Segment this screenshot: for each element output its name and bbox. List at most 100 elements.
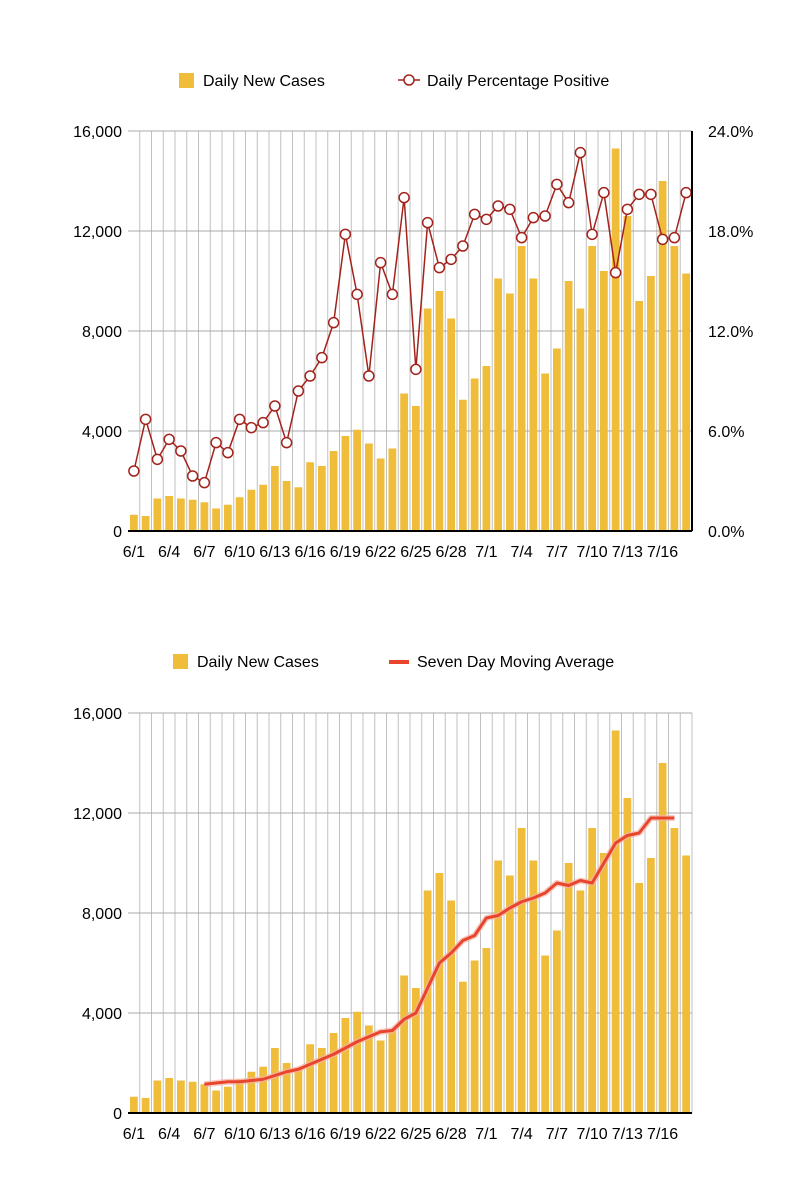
bars xyxy=(129,730,691,1113)
point-percentage-positive xyxy=(551,178,563,191)
bar-daily-new-cases xyxy=(129,1096,138,1113)
bar-daily-new-cases xyxy=(541,373,550,531)
legend-line-label: Daily Percentage Positive xyxy=(427,73,609,90)
point-percentage-positive xyxy=(304,370,316,382)
bar-daily-new-cases xyxy=(200,1084,209,1113)
x-tick-label: 7/13 xyxy=(612,544,643,561)
bar-daily-new-cases xyxy=(200,502,209,531)
bar-daily-new-cases xyxy=(247,1071,256,1113)
x-tick-label: 7/1 xyxy=(475,1126,497,1143)
bar-daily-new-cases xyxy=(364,1025,373,1113)
point-percentage-positive xyxy=(492,200,504,212)
x-tick-label: 7/16 xyxy=(647,1126,678,1143)
x-tick-label: 7/10 xyxy=(577,544,608,561)
point-percentage-positive xyxy=(680,186,692,199)
bar-daily-new-cases xyxy=(552,930,561,1113)
point-percentage-positive xyxy=(175,445,187,457)
bar-daily-new-cases xyxy=(611,148,620,531)
bar-daily-new-cases xyxy=(435,873,444,1113)
point-percentage-positive xyxy=(457,240,469,252)
x-tick-label: 6/7 xyxy=(193,1126,215,1143)
point-percentage-positive xyxy=(257,416,269,429)
bar-daily-new-cases xyxy=(188,499,197,531)
bar-daily-new-cases xyxy=(423,890,432,1113)
y-left-tick-label: 16,000 xyxy=(73,706,122,723)
point-percentage-positive xyxy=(128,465,140,477)
x-tick-label: 7/4 xyxy=(511,544,533,561)
bar-daily-new-cases xyxy=(635,883,644,1113)
y-left-tick-label: 12,000 xyxy=(73,806,122,823)
point-percentage-positive xyxy=(515,231,528,244)
bar-daily-new-cases xyxy=(400,975,409,1113)
point-percentage-positive xyxy=(198,476,211,489)
bar-daily-new-cases xyxy=(588,828,597,1113)
point-percentage-positive xyxy=(586,228,598,241)
y-left-tick-label: 4,000 xyxy=(82,1006,122,1023)
bar-daily-new-cases xyxy=(388,448,397,531)
x-tick-label: 6/10 xyxy=(224,1126,255,1143)
bar-daily-new-cases xyxy=(259,484,268,531)
bar-daily-new-cases xyxy=(541,955,550,1113)
x-tick-label: 6/13 xyxy=(259,1126,290,1143)
bar-daily-new-cases xyxy=(364,443,373,531)
y-right-tick-label: 6.0% xyxy=(708,424,744,441)
legend-line-marker xyxy=(403,74,415,86)
bar-daily-new-cases xyxy=(529,278,538,531)
bar-daily-new-cases xyxy=(458,399,467,531)
bar-daily-new-cases xyxy=(458,981,467,1113)
x-tick-label: 6/16 xyxy=(295,544,326,561)
bar-daily-new-cases xyxy=(564,863,573,1113)
point-percentage-positive xyxy=(245,421,258,434)
point-percentage-positive xyxy=(598,186,610,199)
bar-daily-new-cases xyxy=(317,1048,326,1113)
x-tick-label: 6/16 xyxy=(295,1126,326,1143)
bar-daily-new-cases xyxy=(576,308,585,531)
bar-daily-new-cases xyxy=(329,451,338,531)
bar-daily-new-cases xyxy=(294,487,303,531)
bar-daily-new-cases xyxy=(670,246,679,531)
bar-daily-new-cases xyxy=(212,1090,221,1113)
point-percentage-positive xyxy=(386,288,399,301)
bar-daily-new-cases xyxy=(529,860,538,1113)
x-tick-label: 6/7 xyxy=(193,544,215,561)
legend-line-label: Seven Day Moving Average xyxy=(417,654,614,671)
bar-daily-new-cases xyxy=(400,393,409,531)
bar-daily-new-cases xyxy=(658,181,667,531)
bar-daily-new-cases xyxy=(447,318,456,531)
bar-daily-new-cases xyxy=(153,1080,162,1113)
bar-daily-new-cases xyxy=(282,1063,291,1113)
point-percentage-positive xyxy=(633,188,645,201)
bar-daily-new-cases xyxy=(235,1079,244,1113)
point-percentage-positive xyxy=(151,453,164,466)
point-percentage-positive xyxy=(668,231,681,244)
y-left-tick-label: 4,000 xyxy=(82,424,122,441)
bar-daily-new-cases xyxy=(635,301,644,531)
point-percentage-positive xyxy=(609,266,622,279)
x-tick-label: 7/16 xyxy=(647,544,678,561)
daily-cases-moving-average-chart: Daily New Cases Seven Day Moving Average… xyxy=(73,654,693,1143)
point-percentage-positive xyxy=(645,188,657,201)
point-percentage-positive xyxy=(374,256,387,269)
bar-daily-new-cases xyxy=(470,378,479,531)
bar-daily-new-cases xyxy=(435,291,444,531)
point-percentage-positive xyxy=(269,400,281,412)
y-right-tick-label: 12.0% xyxy=(708,324,753,341)
bar-daily-new-cases xyxy=(588,246,597,531)
point-percentage-positive xyxy=(656,233,669,246)
bar-daily-new-cases xyxy=(564,281,573,531)
bar-daily-new-cases xyxy=(176,498,185,531)
x-tick-label: 6/4 xyxy=(158,544,180,561)
bar-daily-new-cases xyxy=(165,1078,174,1113)
point-percentage-positive xyxy=(363,370,375,382)
point-percentage-positive xyxy=(480,213,493,226)
bar-daily-new-cases xyxy=(482,366,491,531)
bar-daily-new-cases xyxy=(141,1098,150,1113)
bar-daily-new-cases xyxy=(270,466,279,531)
x-tick-label: 7/13 xyxy=(612,1126,643,1143)
bar-daily-new-cases xyxy=(341,1018,350,1113)
x-tick-label: 6/28 xyxy=(436,1126,467,1143)
bars xyxy=(129,148,691,531)
bar-daily-new-cases xyxy=(552,348,561,531)
bar-daily-new-cases xyxy=(294,1069,303,1113)
x-tick-label: 7/7 xyxy=(546,544,568,561)
